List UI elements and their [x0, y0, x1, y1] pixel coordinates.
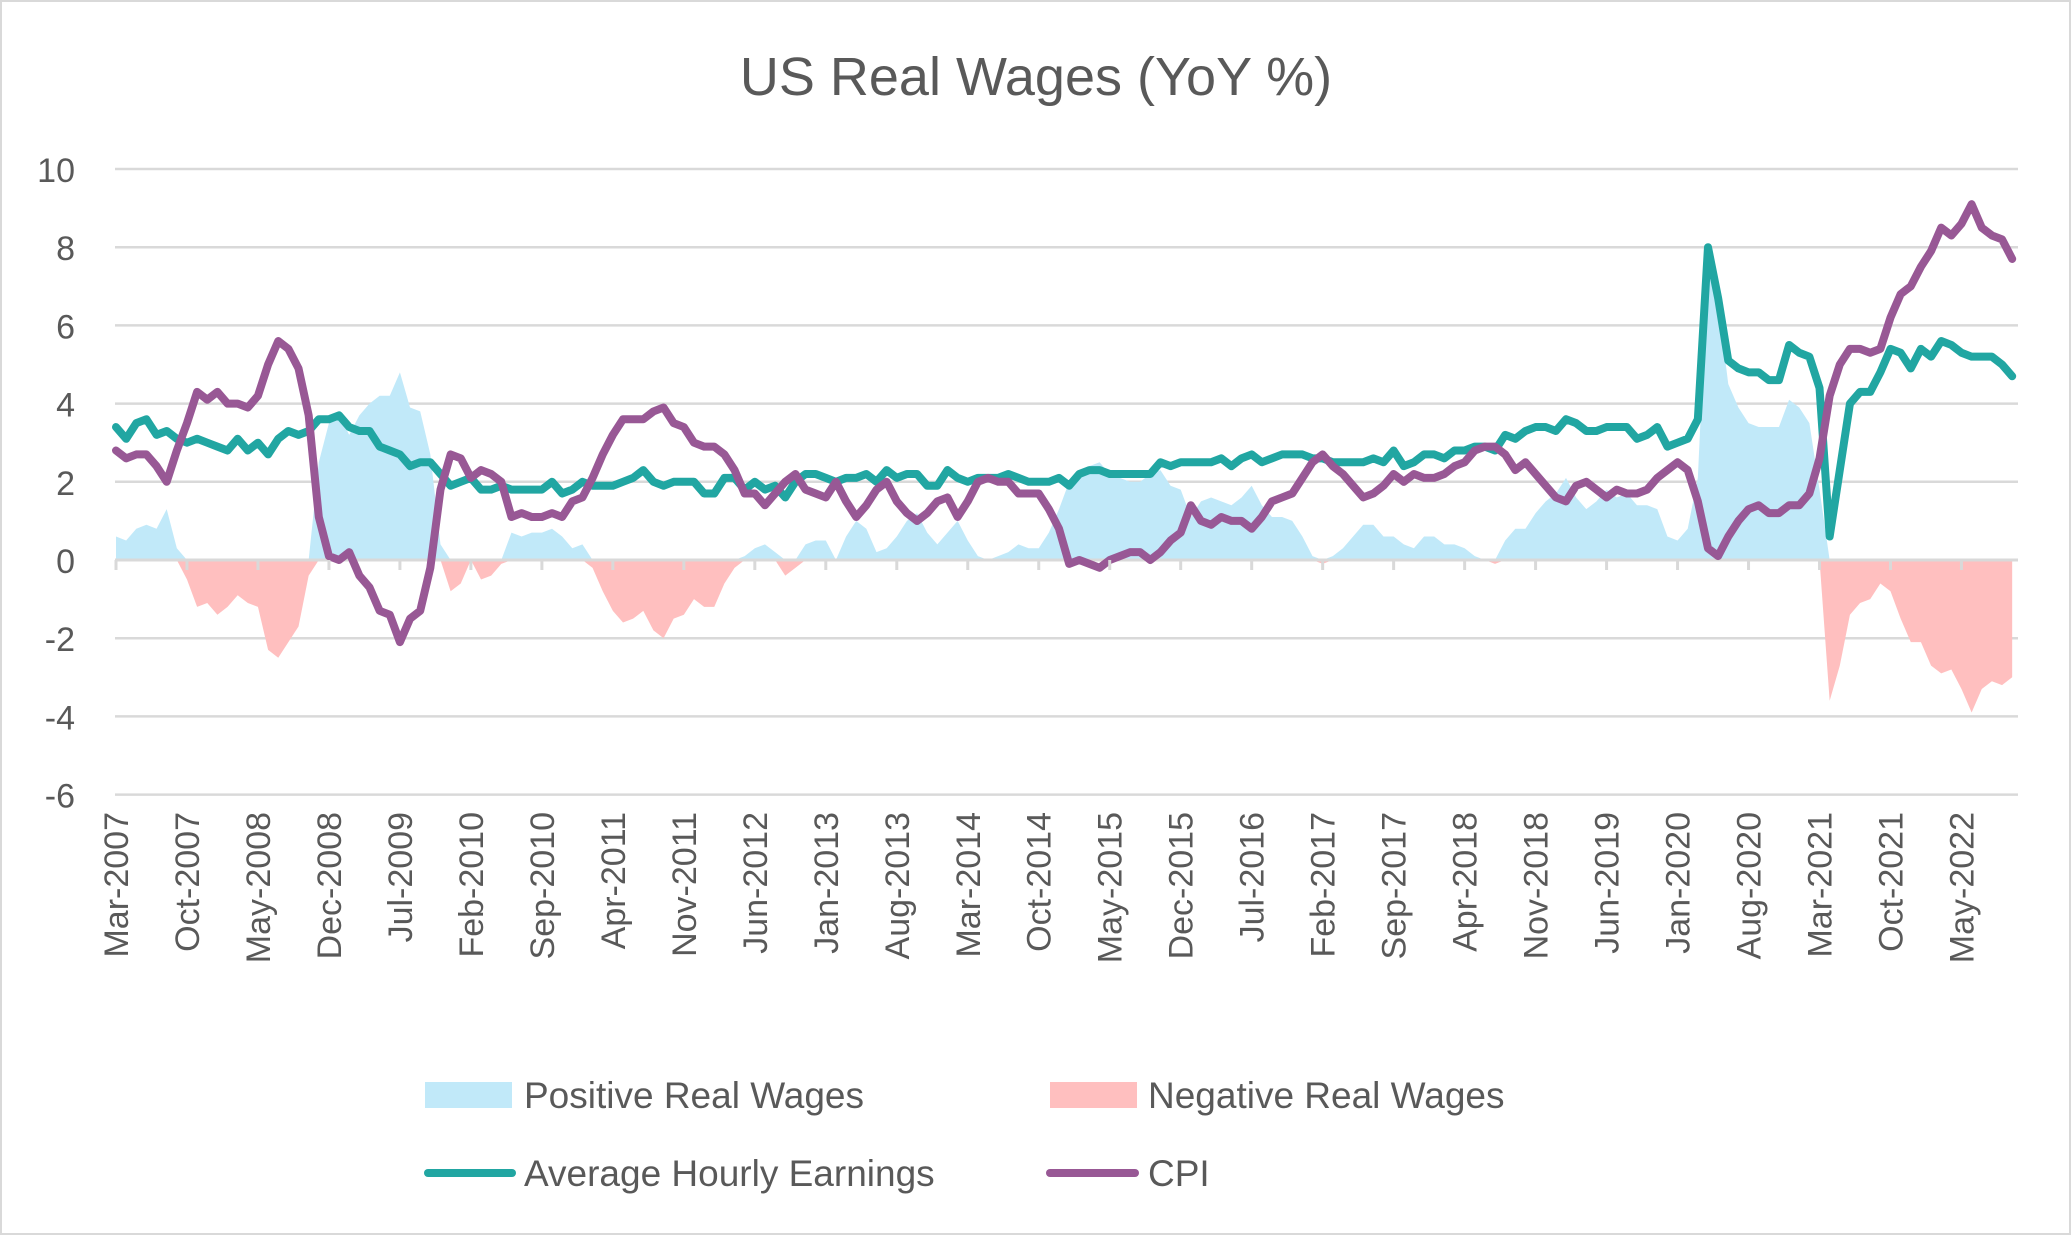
x-tick-label: Oct-2021: [1873, 812, 1911, 952]
y-tick-label: -6: [45, 778, 75, 816]
chart-title: US Real Wages (YoY %): [740, 47, 1332, 107]
x-tick-label: Feb-2010: [453, 812, 491, 958]
x-tick-label: Mar-2021: [1802, 812, 1840, 958]
x-tick-label: Aug-2013: [879, 812, 917, 959]
x-tick-label: May-2022: [1943, 812, 1981, 963]
x-axis-ticks: Mar-2007 Oct-2007 May-2008 Dec-2008 Jul-2009…: [98, 560, 1981, 963]
x-tick-label: Mar-2014: [950, 812, 988, 958]
x-tick-label: Jan-2020: [1660, 812, 1698, 954]
x-tick-label: Jul-2009: [382, 812, 420, 942]
legend-label-ahe: Average Hourly Earnings: [524, 1153, 935, 1194]
y-tick-label: 0: [56, 543, 75, 581]
average-hourly-earnings-line: [112, 243, 2017, 541]
legend-label-positive: Positive Real Wages: [524, 1075, 864, 1116]
positive-real-wages-area: [116, 258, 2013, 560]
y-tick-label: 10: [37, 152, 75, 190]
legend: Positive Real Wages Negative Real Wages …: [424, 1075, 1504, 1194]
legend-label-negative: Negative Real Wages: [1148, 1075, 1504, 1116]
x-tick-label: Nov-2011: [666, 812, 704, 957]
x-tick-label: Apr-2018: [1447, 812, 1485, 952]
legend-swatch-positive: [425, 1082, 512, 1108]
x-tick-label: Apr-2011: [595, 812, 633, 949]
x-tick-label: Jun-2012: [737, 812, 775, 954]
y-tick-label: 6: [56, 308, 75, 346]
real-wage-areas: [116, 258, 2013, 713]
y-tick-label: 4: [56, 387, 75, 425]
x-tick-label: Nov-2018: [1518, 812, 1556, 959]
x-tick-label: Sep-2017: [1376, 812, 1414, 959]
x-tick-label: Jul-2016: [1234, 812, 1272, 942]
x-tick-label: Dec-2008: [311, 812, 349, 959]
y-tick-label: -4: [45, 699, 75, 737]
x-tick-label: Feb-2017: [1305, 812, 1343, 958]
x-tick-label: Jun-2019: [1589, 812, 1627, 954]
x-tick-label: Oct-2007: [169, 812, 207, 952]
legend-label-cpi: CPI: [1148, 1153, 1210, 1194]
legend-swatch-negative: [1050, 1082, 1137, 1108]
y-tick-label: -2: [45, 621, 75, 659]
cpi-line: [112, 200, 2017, 647]
x-tick-label: Aug-2020: [1731, 812, 1769, 959]
series-lines: [112, 200, 2017, 647]
x-tick-label: Jan-2013: [808, 812, 846, 954]
negative-real-wages-area: [116, 560, 2013, 713]
x-tick-label: Dec-2015: [1163, 812, 1201, 959]
y-axis-ticks: -6 -4 -2 0 2 4 6 8 10: [37, 152, 75, 816]
x-tick-label: Mar-2007: [98, 812, 136, 958]
y-tick-label: 8: [56, 230, 75, 268]
y-tick-label: 2: [56, 465, 75, 503]
x-tick-label: May-2008: [240, 812, 278, 963]
x-tick-label: Sep-2010: [524, 812, 562, 959]
x-tick-label: May-2015: [1092, 812, 1130, 963]
x-tick-label: Oct-2014: [1021, 812, 1059, 952]
